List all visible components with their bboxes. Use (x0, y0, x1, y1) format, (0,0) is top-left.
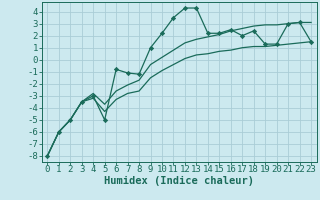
X-axis label: Humidex (Indice chaleur): Humidex (Indice chaleur) (104, 176, 254, 186)
